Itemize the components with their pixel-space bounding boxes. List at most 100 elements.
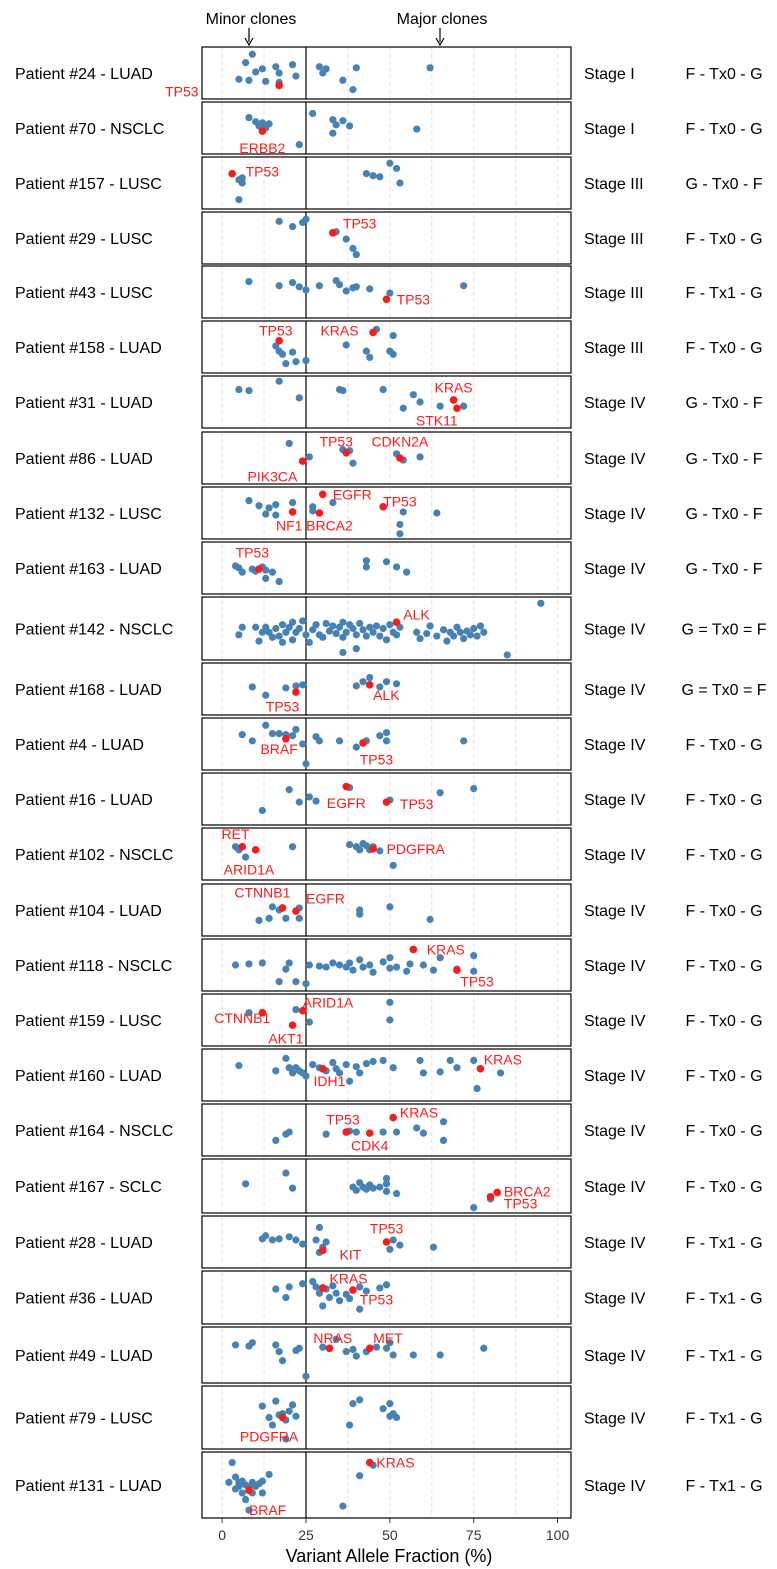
data-point <box>299 681 307 689</box>
x-tick-label: 100 <box>546 1527 570 1543</box>
data-point <box>409 391 417 399</box>
driver-point <box>238 842 247 851</box>
data-point <box>356 1472 364 1480</box>
data-point <box>295 624 303 633</box>
gene-label: TP53 <box>370 1220 404 1236</box>
data-point <box>292 682 300 690</box>
panel-4: Patient #29 - LUSC Stage III F - Tx0 - G TP… <box>15 211 763 265</box>
data-point <box>537 599 545 607</box>
data-point <box>319 69 327 77</box>
data-point <box>282 914 290 922</box>
data-point <box>356 1305 364 1313</box>
data-point <box>460 402 468 410</box>
data-point <box>369 1184 377 1192</box>
panel-10: Patient #163 - LUAD Stage IV G - Tx0 - F TP… <box>15 541 763 595</box>
data-point <box>272 624 280 633</box>
driver-point <box>486 1193 495 1201</box>
stage-label: Stage IV <box>584 1348 646 1365</box>
gene-label: IDH1 <box>314 1073 346 1089</box>
gene-label: ALK <box>403 607 430 623</box>
x-tick-label: 75 <box>466 1527 482 1543</box>
patient-label: Patient #104 - LUAD <box>15 903 162 920</box>
driver-point <box>228 169 236 178</box>
data-point <box>376 1284 384 1292</box>
panel-26: Patient #131 - LUAD Stage IV F - Tx1 - G KR… <box>15 1451 763 1519</box>
data-point <box>245 114 253 122</box>
data-point <box>268 1236 277 1244</box>
data-point <box>386 954 394 962</box>
gene-label: EGFR <box>333 486 372 502</box>
panel-9: Patient #132 - LUSC Stage IV G - Tx0 - F EG… <box>15 486 763 540</box>
panel-19: Patient #160 - LUAD Stage IV F - Tx0 - G ID… <box>15 1048 763 1102</box>
data-point <box>386 1016 394 1024</box>
driver-point <box>318 1064 327 1073</box>
stage-label: Stage IV <box>584 561 646 578</box>
data-point <box>392 164 401 173</box>
data-point <box>470 952 478 960</box>
data-point <box>231 1473 240 1481</box>
driver-point <box>258 1008 267 1017</box>
clonal-order-label: G - Tx0 - F <box>685 176 762 193</box>
data-point <box>262 77 270 85</box>
data-point <box>335 1069 344 1077</box>
data-point <box>362 1287 370 1295</box>
data-point <box>386 621 394 629</box>
data-point <box>278 1357 287 1365</box>
data-point <box>302 1372 310 1380</box>
data-point <box>426 64 434 72</box>
clonal-order-label: G - Tx0 - F <box>685 561 762 578</box>
data-point <box>342 341 350 349</box>
data-point <box>369 628 377 636</box>
data-point <box>245 76 253 84</box>
data-point <box>473 632 481 640</box>
data-point <box>416 398 424 406</box>
gene-label: TP53 <box>266 699 300 715</box>
driver-point <box>329 229 337 237</box>
driver-point <box>318 1284 327 1292</box>
data-point <box>416 634 424 643</box>
data-point <box>352 251 360 259</box>
panel-12: Patient #168 - LUAD Stage IV G = Tx0 = F TP… <box>15 662 767 716</box>
data-point <box>258 806 266 815</box>
panel-frame <box>201 883 572 937</box>
data-point <box>288 499 297 507</box>
data-point <box>275 978 283 986</box>
data-point <box>305 793 313 801</box>
stage-label: Stage III <box>584 285 644 302</box>
patient-label: Patient #36 - LUAD <box>15 1291 153 1308</box>
data-point <box>349 1345 357 1353</box>
data-point <box>309 1278 317 1286</box>
driver-point <box>392 618 401 626</box>
stage-label: Stage IV <box>584 958 646 975</box>
data-point <box>356 1396 364 1404</box>
data-point <box>409 1351 417 1359</box>
patient-label: Patient #86 - LUAD <box>15 451 153 468</box>
data-point <box>392 1128 401 1136</box>
gene-label: TP53 <box>246 164 280 180</box>
data-point <box>295 141 303 149</box>
data-point <box>386 1245 394 1253</box>
data-point <box>288 843 297 851</box>
patient-label: Patient #157 - LUSC <box>15 176 162 193</box>
driver-point <box>493 1188 502 1197</box>
driver-point <box>245 1486 253 1495</box>
data-point <box>319 633 327 641</box>
data-point <box>262 721 270 729</box>
data-point <box>366 353 374 361</box>
data-point <box>362 632 370 640</box>
data-point <box>275 730 283 738</box>
gene-label: KRAS <box>435 379 473 395</box>
data-point <box>295 798 303 806</box>
data-point <box>242 59 250 67</box>
data-point <box>376 732 384 740</box>
gene-label: ERBB2 <box>239 140 285 156</box>
data-point <box>386 1400 394 1408</box>
stage-label: Stage IV <box>584 506 646 523</box>
data-point <box>275 632 283 640</box>
major-clones-label: Major clones <box>397 11 488 28</box>
data-point <box>275 1348 283 1356</box>
driver-point <box>365 1458 374 1467</box>
panel-frame <box>201 156 572 210</box>
data-point <box>245 1506 253 1514</box>
data-point <box>436 1351 444 1359</box>
